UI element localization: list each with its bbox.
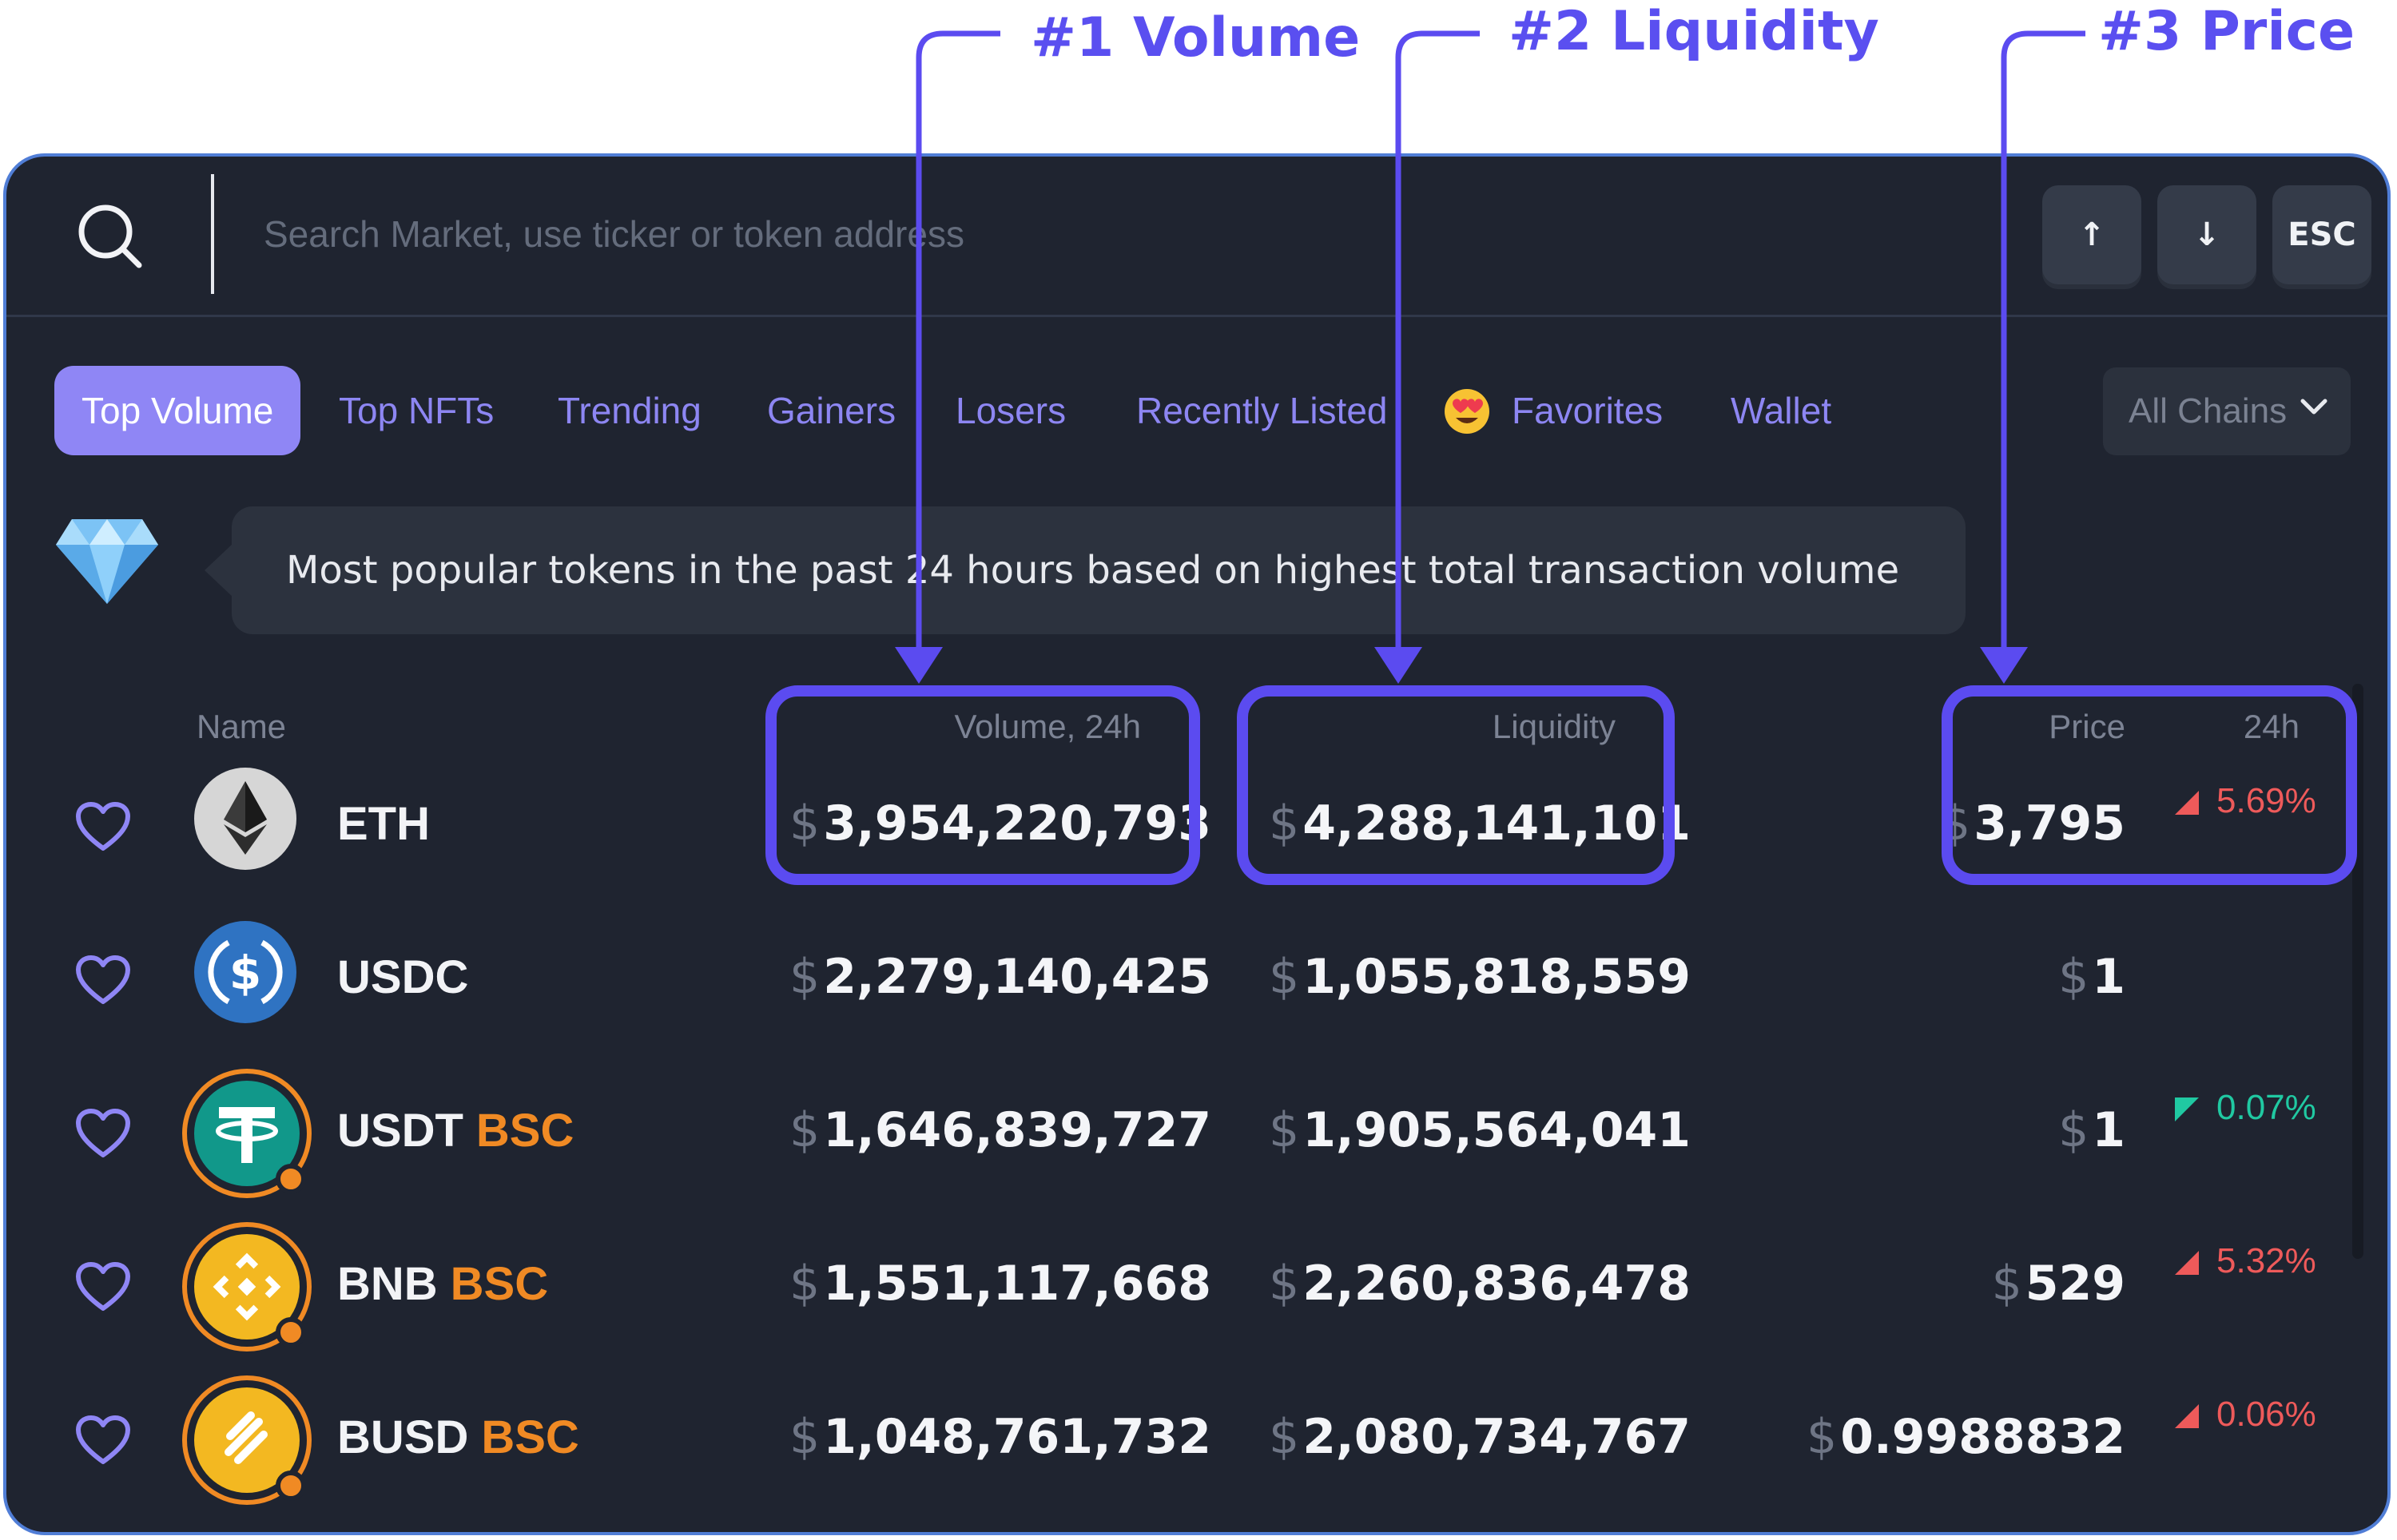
annotation-label-volume: #1 Volume (1031, 6, 1361, 69)
search-bar: ↑ ↓ ESC (6, 157, 2387, 317)
annotation-box-price (1942, 685, 2357, 885)
tab-gainers[interactable]: Gainers (767, 366, 896, 455)
price-change-up: 0.06% (2175, 1395, 2316, 1435)
price-value: $1 (2058, 1102, 2125, 1158)
favorite-heart-icon[interactable] (75, 802, 131, 853)
token-name: BNB BSC (337, 1258, 549, 1310)
trend-up-icon (2175, 1404, 2199, 1429)
tab-wallet[interactable]: Wallet (1731, 366, 1831, 455)
column-header-liquidity[interactable]: Liquidity (1492, 708, 1616, 745)
busd-token-icon (182, 1375, 312, 1505)
tab-label: Losers (956, 390, 1067, 431)
arrow-down-icon: ↓ (2193, 216, 2220, 253)
column-header-change[interactable]: 24h (2243, 708, 2300, 745)
usdt-token-icon (182, 1069, 312, 1198)
price-change-up: 5.69% (2175, 781, 2316, 821)
tab-recently-listed[interactable]: Recently Listed (1136, 366, 1388, 455)
arrow-up-key-button[interactable]: ↑ (2042, 185, 2141, 284)
volume-value: $2,279,140,425 (789, 949, 1212, 1005)
tab-label: Recently Listed (1136, 390, 1388, 431)
column-header-price[interactable]: Price (2049, 708, 2125, 745)
annotation-box-volume (765, 685, 1200, 885)
svg-text:$: $ (229, 946, 261, 1000)
price-change-down: 0.07% (2175, 1088, 2316, 1128)
tab-label: Gainers (767, 390, 896, 431)
liquidity-value: $1,055,818,559 (1269, 949, 1691, 1005)
market-search-panel: ↑ ↓ ESC Top Volume Top NFTs Trending Gai… (3, 153, 2391, 1535)
esc-label: ESC (2288, 216, 2356, 253)
tab-label: Top Volume (81, 390, 274, 431)
table-row[interactable]: ETH $3,954,220,793 $4,288,141,101 $3,795… (6, 768, 2387, 923)
chain-tag: BSC (450, 1258, 549, 1310)
banner-text: Most popular tokens in the past 24 hours… (286, 548, 1900, 593)
liquidity-value: $1,905,564,041 (1269, 1102, 1691, 1158)
eth-token-icon (194, 768, 296, 870)
tab-losers[interactable]: Losers (956, 366, 1066, 455)
annotation-label-liquidity: #2 Liquidity (1509, 0, 1879, 63)
annotation-label-price: #3 Price (2098, 0, 2355, 63)
tab-top-volume[interactable]: Top Volume (54, 366, 301, 455)
diamond-icon (56, 519, 158, 604)
price-value: $0.9988832 (1807, 1409, 2125, 1465)
token-name: ETH (337, 798, 430, 850)
bnb-token-icon (182, 1222, 312, 1351)
table-row[interactable]: $ USDC $2,279,140,425 $1,055,818,559 $1 (6, 921, 2387, 1077)
token-name: BUSD BSC (337, 1411, 579, 1463)
search-input[interactable] (262, 193, 1384, 275)
escape-key-button[interactable]: ESC (2272, 185, 2371, 284)
volume-value: $1,048,761,732 (789, 1409, 1212, 1465)
search-icon (78, 204, 142, 268)
info-banner: Most popular tokens in the past 24 hours… (232, 506, 1966, 634)
favorite-heart-icon[interactable] (75, 1262, 131, 1313)
liquidity-value: $2,260,836,478 (1269, 1256, 1691, 1312)
tab-favorites[interactable]: Favorites (1441, 366, 1663, 455)
table-row[interactable]: USDT BSC $1,646,839,727 $1,905,564,041 $1… (6, 1069, 2387, 1230)
arrow-down-key-button[interactable]: ↓ (2157, 185, 2256, 284)
annotation-box-liquidity (1237, 685, 1675, 885)
chain-filter-dropdown[interactable]: All Chains (2103, 367, 2351, 455)
chain-filter-value: All Chains (2129, 391, 2288, 431)
chain-tag: BSC (475, 1105, 574, 1157)
trend-up-icon (2175, 791, 2199, 816)
chevron-down-icon (2300, 399, 2327, 415)
tab-trending[interactable]: Trending (558, 366, 702, 455)
column-header-name[interactable]: Name (197, 708, 287, 745)
tab-label: Trending (558, 390, 702, 431)
tab-label: Top NFTs (339, 390, 495, 431)
liquidity-value: $4,288,141,101 (1269, 796, 1691, 851)
volume-value: $3,954,220,793 (789, 796, 1212, 851)
chain-tag: BSC (481, 1411, 579, 1463)
token-name: USDT BSC (337, 1105, 574, 1157)
usdc-token-icon: $ (194, 921, 296, 1023)
price-value: $529 (1991, 1256, 2125, 1312)
heart-eyes-emoji-icon (1445, 388, 1489, 434)
volume-value: $1,551,117,668 (789, 1256, 1212, 1312)
price-value: $1 (2058, 949, 2125, 1005)
table-row[interactable]: BNB BSC $1,551,117,668 $2,260,836,478 $52… (6, 1222, 2387, 1383)
favorite-heart-icon[interactable] (75, 1109, 131, 1160)
tab-top-nfts[interactable]: Top NFTs (339, 366, 494, 455)
favorite-heart-icon[interactable] (75, 955, 131, 1006)
banner-pointer (205, 543, 233, 597)
trend-up-icon (2175, 1251, 2199, 1276)
arrow-up-icon: ↑ (2078, 216, 2105, 253)
price-change-up: 5.32% (2175, 1241, 2316, 1281)
tab-label: Wallet (1731, 390, 1832, 431)
trend-down-icon (2175, 1097, 2199, 1122)
text-cursor (211, 174, 214, 294)
table-row[interactable]: BUSD BSC $1,048,761,732 $2,080,734,767 $0… (6, 1375, 2387, 1532)
volume-value: $1,646,839,727 (789, 1102, 1212, 1158)
token-name: USDC (337, 951, 469, 1003)
tab-label: Favorites (1512, 390, 1664, 431)
favorite-heart-icon[interactable] (75, 1415, 131, 1467)
price-value: $3,795 (1940, 796, 2125, 851)
liquidity-value: $2,080,734,767 (1269, 1409, 1691, 1465)
column-header-volume[interactable]: Volume, 24h (954, 708, 1141, 745)
